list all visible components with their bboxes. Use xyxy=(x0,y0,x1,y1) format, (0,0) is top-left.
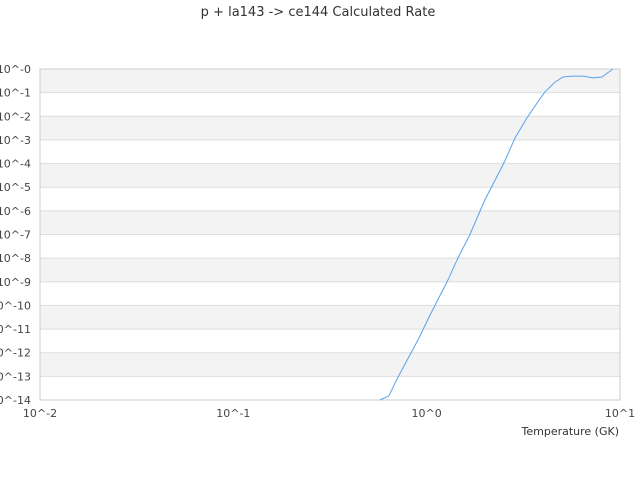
y-tick-label: 10^-5 xyxy=(0,181,31,194)
y-tick-label: 10^-10 xyxy=(0,299,31,312)
x-tick-label: 10^0 xyxy=(412,407,442,420)
y-tick-label: 10^-9 xyxy=(0,276,31,289)
plot-band xyxy=(40,376,620,400)
plot-band xyxy=(40,329,620,353)
y-tick-label: 10^-0 xyxy=(0,63,31,76)
plot-band xyxy=(40,92,620,117)
plot-band xyxy=(40,163,620,188)
plot-band xyxy=(40,258,620,282)
y-tick-label: 10^-12 xyxy=(0,347,31,360)
x-tick-label: 10^-1 xyxy=(216,407,250,420)
plot-band xyxy=(40,305,620,330)
plot-band xyxy=(40,210,620,235)
plot-band xyxy=(40,116,620,140)
x-axis-label: Temperature (GK) xyxy=(521,425,620,438)
plot-band xyxy=(40,281,620,306)
series-line xyxy=(379,68,614,401)
x-tick-label: 10^-2 xyxy=(23,407,57,420)
y-tick-label: 10^-11 xyxy=(0,323,31,336)
x-tick-label: 10^1 xyxy=(605,407,635,420)
y-tick-label: 10^-3 xyxy=(0,134,31,147)
plot-band xyxy=(40,69,620,93)
y-tick-label: 10^-8 xyxy=(0,252,31,265)
plot-band xyxy=(40,187,620,211)
y-tick-label: 10^-2 xyxy=(0,110,31,123)
plot-band xyxy=(40,139,620,164)
y-axis-ticks: 10^-0 10^-1 10^-2 10^-3 10^-4 10^-5 10^-6 10^-7… xyxy=(0,63,31,407)
plot-band xyxy=(40,352,620,377)
y-tick-label: 10^-13 xyxy=(0,370,31,383)
plot-bands xyxy=(40,69,620,400)
y-tick-label: 10^-1 xyxy=(0,87,31,100)
y-tick-label: 10^-7 xyxy=(0,229,31,242)
y-tick-label: 10^-6 xyxy=(0,205,31,218)
chart-title: p + la143 -> ce144 Calculated Rate xyxy=(201,5,436,20)
x-axis-ticks: 10^-2 10^-1 10^0 10^1 xyxy=(23,407,635,420)
plot-band xyxy=(40,234,620,259)
plot-frame xyxy=(39,68,621,401)
y-tick-label: 10^-4 xyxy=(0,158,31,171)
y-tick-label: 10^-14 xyxy=(0,394,31,407)
